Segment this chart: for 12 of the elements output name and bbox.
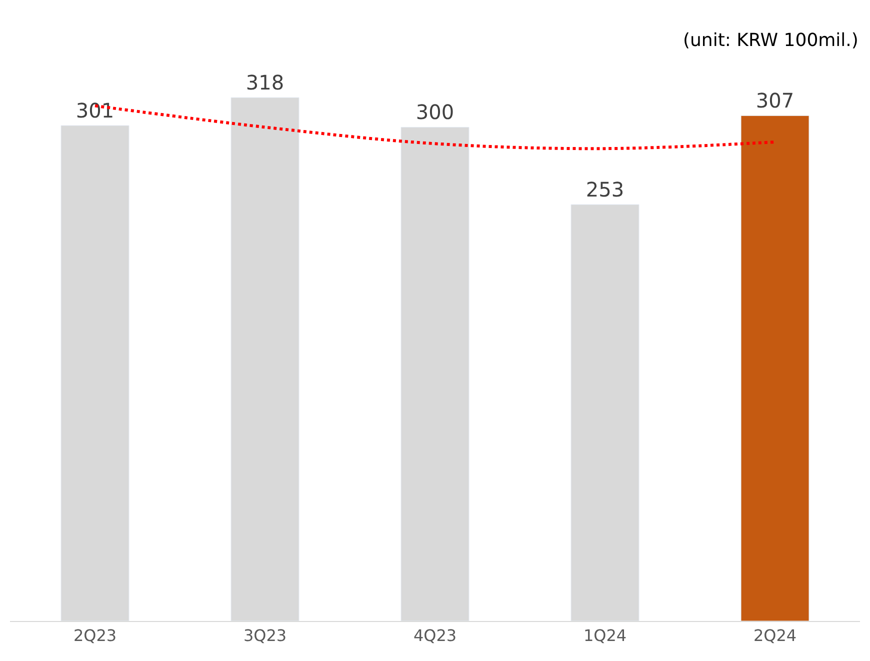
data-label: 318 <box>246 70 284 95</box>
x-tick-label: 1Q24 <box>583 626 627 646</box>
x-tick-label: 2Q24 <box>753 626 797 646</box>
data-label: 300 <box>416 100 454 124</box>
text: (unit: KRW 100mil.) <box>683 30 858 51</box>
data-label: 307 <box>756 88 794 113</box>
data-label: 301 <box>76 98 114 123</box>
x-tick-label: 3Q23 <box>243 626 287 646</box>
x-tick-label: 4Q23 <box>413 626 457 646</box>
data-label: 253 <box>586 178 624 202</box>
x-tick-label: 2Q23 <box>73 626 117 646</box>
bar <box>740 115 810 621</box>
